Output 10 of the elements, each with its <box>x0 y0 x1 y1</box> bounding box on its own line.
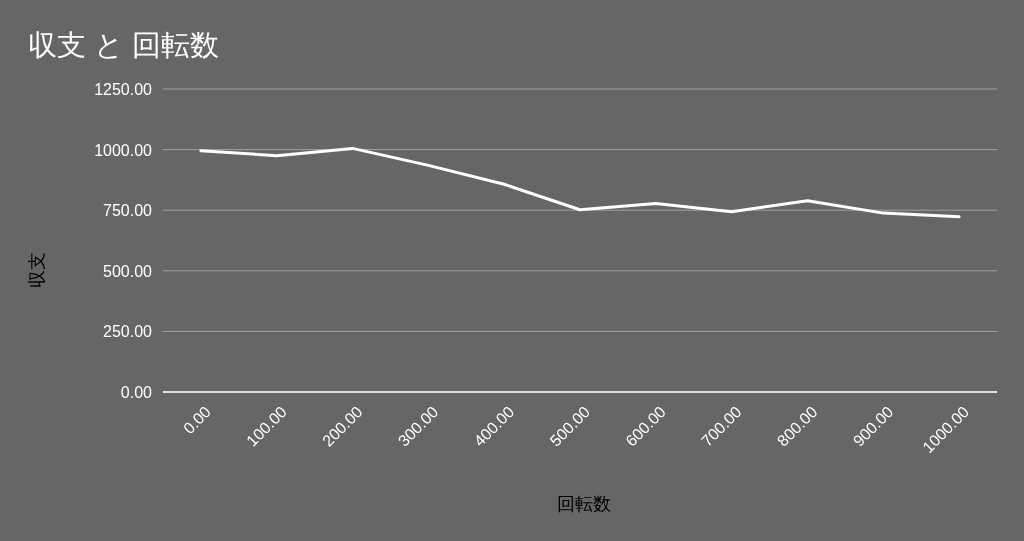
chart-title: 収支 と 回転数 <box>28 29 220 61</box>
y-axis-title: 収支 <box>27 252 47 288</box>
y-tick-label: 0.00 <box>120 384 153 401</box>
y-tick-label: 750.00 <box>103 202 153 220</box>
y-tick-label: 250.00 <box>103 323 153 341</box>
x-tick-label: 0.00 <box>179 403 215 438</box>
y-tick-label: 500.00 <box>103 262 153 280</box>
x-axis-title: 回転数 <box>557 494 611 514</box>
y-tick-label: 1000.00 <box>94 141 153 159</box>
y-tick-label: 1250.00 <box>94 81 153 98</box>
